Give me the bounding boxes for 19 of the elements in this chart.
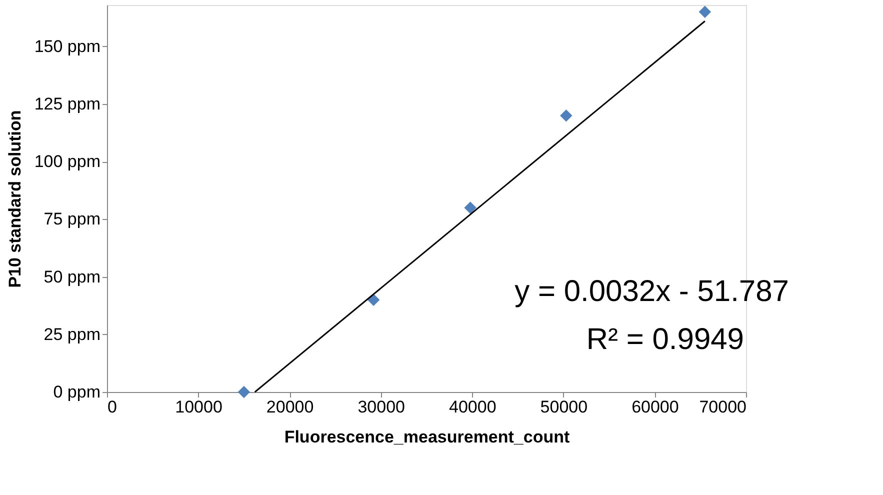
- y-tick-label: 150 ppm: [34, 36, 100, 56]
- annotation: R² = 0.9949: [586, 323, 744, 356]
- x-tick-label: 10000: [175, 398, 222, 416]
- y-tick-label: 125 ppm: [34, 94, 100, 114]
- x-tick-label: 60000: [632, 398, 679, 416]
- x-tick-label: 40000: [449, 398, 496, 416]
- y-tick-label: 100 ppm: [34, 152, 100, 172]
- y-tick-label: 0 ppm: [53, 382, 100, 402]
- x-tick-label: 30000: [358, 398, 405, 416]
- y-tick-label: 50 ppm: [44, 267, 100, 286]
- x-tick-label: 50000: [540, 398, 588, 416]
- x-axis-title: Fluorescence_measurement_count: [284, 428, 570, 446]
- x-tick-label: 0: [108, 398, 117, 416]
- x-tick-label: 70000: [699, 398, 746, 416]
- y-tick-label: 25 ppm: [44, 324, 100, 344]
- y-tick-label: 75 ppm: [44, 210, 100, 229]
- annotation: y = 0.0032x - 51.787: [514, 275, 789, 308]
- y-axis-title: P10 standard solution: [5, 110, 24, 288]
- x-tick-label: 20000: [266, 398, 314, 416]
